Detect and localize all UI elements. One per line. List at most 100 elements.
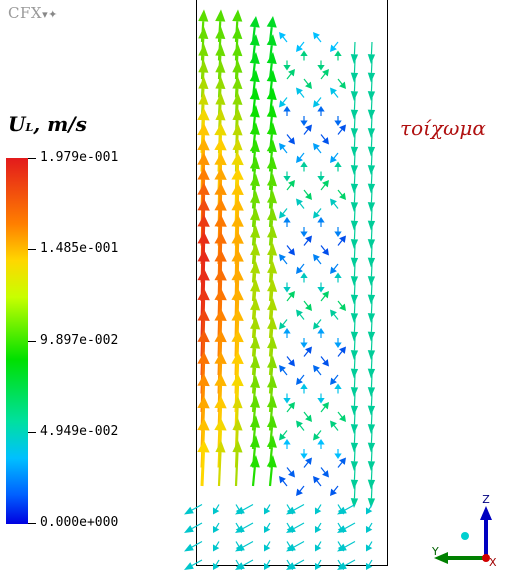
colorbar-label-max: 1.979e-001 <box>40 150 119 165</box>
velocity-vector <box>367 171 376 194</box>
wall-label: τοίχωμα <box>400 116 486 140</box>
velocity-vector <box>367 411 376 434</box>
velocity-vector <box>263 522 271 533</box>
velocity-vector <box>235 559 254 570</box>
velocity-vector <box>337 411 346 422</box>
velocity-vector <box>263 559 271 570</box>
velocity-vector <box>367 374 376 397</box>
velocity-vector <box>350 208 359 231</box>
velocity-vector <box>337 300 346 311</box>
velocity-vector <box>300 338 308 348</box>
velocity-vector <box>300 383 308 394</box>
velocity-vector <box>367 430 376 453</box>
y-axis-label: Y <box>431 545 439 558</box>
velocity-vector <box>313 254 322 265</box>
velocity-vector <box>317 282 325 293</box>
velocity-vector <box>300 449 308 459</box>
velocity-vector <box>303 457 312 468</box>
velocity-vector <box>296 309 305 320</box>
velocity-vector <box>320 467 329 478</box>
velocity-vector <box>350 356 359 379</box>
velocity-vector <box>350 485 359 508</box>
velocity-vector <box>283 60 291 71</box>
velocity-vector <box>320 245 329 256</box>
velocity-vector <box>350 430 359 453</box>
legend-title-units: , m/s <box>33 112 87 136</box>
legend-title: UL, m/s <box>8 112 87 136</box>
velocity-vector <box>314 522 322 533</box>
velocity-vector <box>296 41 305 52</box>
velocity-vector <box>367 245 376 268</box>
velocity-vector <box>367 189 376 212</box>
velocity-vector <box>184 559 203 570</box>
velocity-vector <box>367 60 376 83</box>
logo-text: CFX <box>8 4 43 22</box>
velocity-vector <box>212 541 220 552</box>
velocity-vector <box>334 449 342 459</box>
velocity-vector <box>330 41 339 52</box>
velocity-vector <box>317 393 325 404</box>
velocity-vector <box>215 440 226 487</box>
colorbar-tick <box>28 432 36 433</box>
colorbar-label-3: 9.897e-002 <box>40 333 119 348</box>
velocity-vector <box>350 115 359 138</box>
velocity-vector <box>303 235 312 246</box>
velocity-vector <box>367 319 376 342</box>
velocity-vector <box>263 504 271 515</box>
velocity-vector <box>314 504 322 515</box>
velocity-vector <box>283 328 291 338</box>
velocity-vector <box>350 411 359 434</box>
velocity-vector <box>350 300 359 323</box>
velocity-vector <box>334 383 342 394</box>
velocity-vector <box>314 559 322 570</box>
velocity-vector <box>232 440 243 487</box>
velocity-vector <box>313 208 322 219</box>
velocity-vector <box>350 467 359 490</box>
velocity-vector <box>350 263 359 286</box>
velocity-vector <box>350 448 359 471</box>
velocity-vector <box>279 476 288 487</box>
y-axis-arrowhead <box>434 552 448 564</box>
velocity-vector <box>320 180 329 191</box>
z-axis-label: Z <box>482 493 490 506</box>
velocity-vector <box>317 217 325 227</box>
velocity-vector <box>313 97 322 108</box>
velocity-vector <box>300 116 308 126</box>
velocity-vector <box>303 300 312 311</box>
velocity-vector <box>286 134 295 145</box>
velocity-vector <box>313 365 322 376</box>
velocity-vector <box>350 337 359 360</box>
velocity-vector <box>330 374 339 385</box>
velocity-vector <box>337 346 346 357</box>
velocity-vector <box>337 540 356 552</box>
velocity-vector <box>235 522 254 533</box>
velocity-vector <box>337 503 356 515</box>
velocity-vector <box>350 78 359 101</box>
velocity-vector <box>367 97 376 120</box>
velocity-vector <box>286 180 295 191</box>
velocity-vector <box>350 189 359 212</box>
velocity-vector <box>300 50 308 61</box>
velocity-vector <box>266 455 277 487</box>
velocity-vector <box>367 134 376 157</box>
velocity-vector <box>337 124 346 135</box>
velocity-vector <box>367 467 376 490</box>
velocity-vector <box>367 115 376 138</box>
colorbar-tick <box>28 249 36 250</box>
velocity-vector <box>330 420 339 431</box>
velocity-vector <box>350 393 359 416</box>
velocity-vector <box>286 522 305 533</box>
velocity-vector <box>279 97 288 108</box>
cfx-logo: CFX▾✦ <box>8 4 58 22</box>
velocity-vector <box>337 559 356 570</box>
velocity-vector <box>317 60 325 71</box>
z-axis-arrowhead <box>480 506 492 520</box>
velocity-vector <box>303 189 312 200</box>
velocity-vector <box>184 503 203 515</box>
velocity-vector <box>330 198 339 209</box>
velocity-vector <box>334 116 342 126</box>
velocity-vector <box>320 356 329 367</box>
axis-triad: Z Y X <box>431 493 497 568</box>
velocity-vector <box>350 245 359 268</box>
velocity-vector <box>296 87 305 98</box>
